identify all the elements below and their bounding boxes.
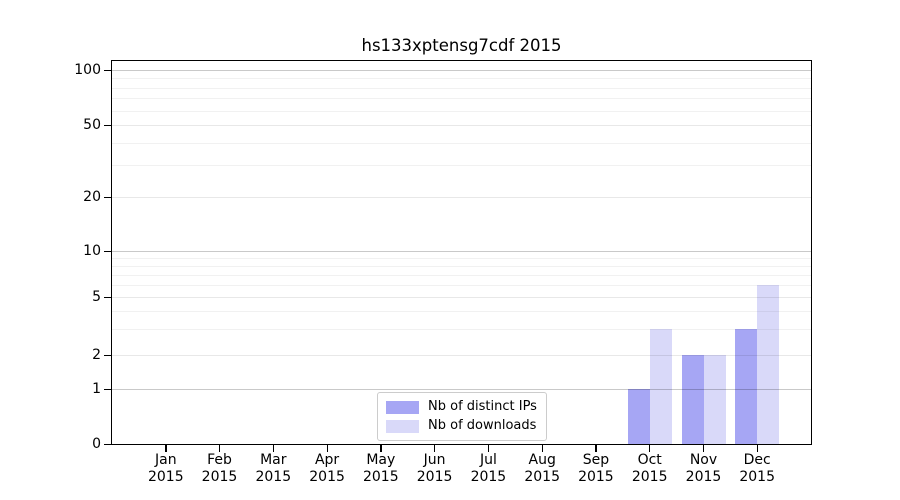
x-tick-mark: [541, 445, 543, 452]
x-tick-year: 2015: [524, 468, 560, 485]
x-tick-month: Jan: [155, 452, 177, 468]
bar-downloads: [703, 355, 726, 444]
x-tick-year: 2015: [578, 468, 614, 485]
x-tick-year: 2015: [685, 468, 722, 485]
x-tick-mark: [595, 445, 597, 452]
x-tick-month: Sep: [582, 452, 610, 468]
gridline-minor: [112, 78, 811, 80]
x-tick-month: Oct: [637, 452, 662, 468]
gridline-minor: [112, 110, 811, 112]
gridline-sub: [112, 125, 811, 126]
y-tick-label: 50: [83, 117, 101, 133]
gridline-minor: [112, 265, 811, 267]
y-tick-mark: [104, 388, 111, 390]
legend-item: Nb of downloads: [386, 418, 537, 434]
gridline-major: [112, 389, 811, 390]
y-tick-mark: [104, 124, 111, 126]
legend: Nb of distinct IPs Nb of downloads: [377, 392, 547, 441]
gridline-minor: [112, 98, 811, 100]
y-tick-label: 1: [92, 381, 101, 397]
x-tick-month: May: [366, 452, 396, 468]
x-tick-month: Jun: [423, 452, 446, 468]
y-tick-label: 100: [74, 62, 101, 78]
x-tick-label: Nov 2015: [664, 452, 744, 485]
x-tick-month: Dec: [743, 452, 771, 468]
bar-downloads: [649, 329, 672, 444]
y-tick-mark: [104, 443, 111, 445]
x-tick-year: 2015: [201, 468, 238, 485]
x-tick-month: Feb: [207, 452, 232, 468]
bar-distinct-ips: [681, 355, 704, 444]
y-tick-label: 20: [83, 189, 101, 205]
legend-label: Nb of downloads: [428, 418, 537, 433]
gridline-minor: [112, 258, 811, 259]
gridline-major: [112, 251, 811, 252]
x-tick-label: May 2015: [341, 452, 421, 485]
x-tick-label: Jun 2015: [395, 452, 475, 485]
x-tick-label: Jul 2015: [448, 452, 528, 485]
y-tick-mark: [104, 69, 111, 71]
y-tick-mark: [104, 250, 111, 252]
gridline-minor: [112, 311, 811, 313]
bar-distinct-ips: [627, 389, 650, 444]
y-tick-label: 10: [83, 243, 101, 259]
gridline-sub: [112, 197, 811, 198]
x-tick-month: Jul: [479, 452, 497, 468]
x-tick-mark: [219, 445, 221, 452]
x-tick-mark: [380, 445, 382, 452]
x-tick-mark: [434, 445, 436, 452]
x-tick-month: Mar: [260, 452, 287, 468]
x-tick-label: Dec 2015: [717, 452, 797, 485]
x-tick-label: Feb 2015: [180, 452, 260, 485]
x-tick-year: 2015: [470, 468, 507, 485]
x-tick-mark: [326, 445, 328, 452]
bar-downloads: [757, 284, 780, 444]
gridline-sub: [112, 297, 811, 298]
x-tick-year: 2015: [362, 468, 399, 485]
x-tick-mark: [272, 445, 275, 452]
x-tick-label: Apr 2015: [287, 452, 367, 485]
y-tick-label: 0: [92, 436, 101, 452]
x-tick-mark: [165, 445, 167, 452]
y-tick-label: 2: [92, 347, 101, 363]
plot-area: [112, 61, 811, 444]
y-tick-mark: [104, 354, 111, 356]
y-tick-label: 5: [92, 289, 101, 305]
gridline-minor: [112, 274, 811, 276]
x-tick-label: Jan 2015: [126, 452, 206, 485]
legend-swatch: [386, 400, 419, 414]
gridline-major: [112, 70, 811, 71]
gridline-minor: [112, 165, 811, 167]
y-tick-mark: [104, 296, 111, 298]
x-tick-month: Nov: [689, 452, 718, 468]
x-tick-year: 2015: [309, 468, 345, 485]
bar-distinct-ips: [735, 329, 758, 444]
x-tick-month: Apr: [314, 452, 340, 468]
gridline-sub: [112, 355, 811, 356]
x-tick-year: 2015: [631, 468, 668, 485]
x-tick-mark: [756, 445, 758, 452]
x-tick-label: Aug 2015: [502, 452, 582, 485]
x-tick-year: 2015: [147, 468, 184, 485]
legend-item: Nb of distinct IPs: [386, 399, 537, 415]
legend-label: Nb of distinct IPs: [428, 399, 537, 414]
x-tick-year: 2015: [416, 468, 453, 485]
legend-swatch: [386, 419, 419, 433]
gridline-minor: [112, 142, 811, 144]
x-tick-year: 2015: [739, 468, 775, 485]
gridline-minor: [112, 329, 811, 331]
x-tick-year: 2015: [255, 468, 292, 485]
x-tick-label: Mar 2015: [233, 452, 313, 485]
x-tick-mark: [703, 445, 705, 452]
x-tick-mark: [649, 445, 651, 452]
y-tick-mark: [104, 196, 111, 198]
x-tick-label: Oct 2015: [610, 452, 690, 485]
x-tick-label: Sep 2015: [556, 452, 636, 485]
chart-title: hs133xptensg7cdf 2015: [361, 36, 562, 55]
gridline-minor: [112, 284, 811, 286]
x-tick-mark: [487, 445, 490, 452]
x-tick-month: Aug: [528, 452, 556, 468]
gridline-minor: [112, 87, 811, 89]
